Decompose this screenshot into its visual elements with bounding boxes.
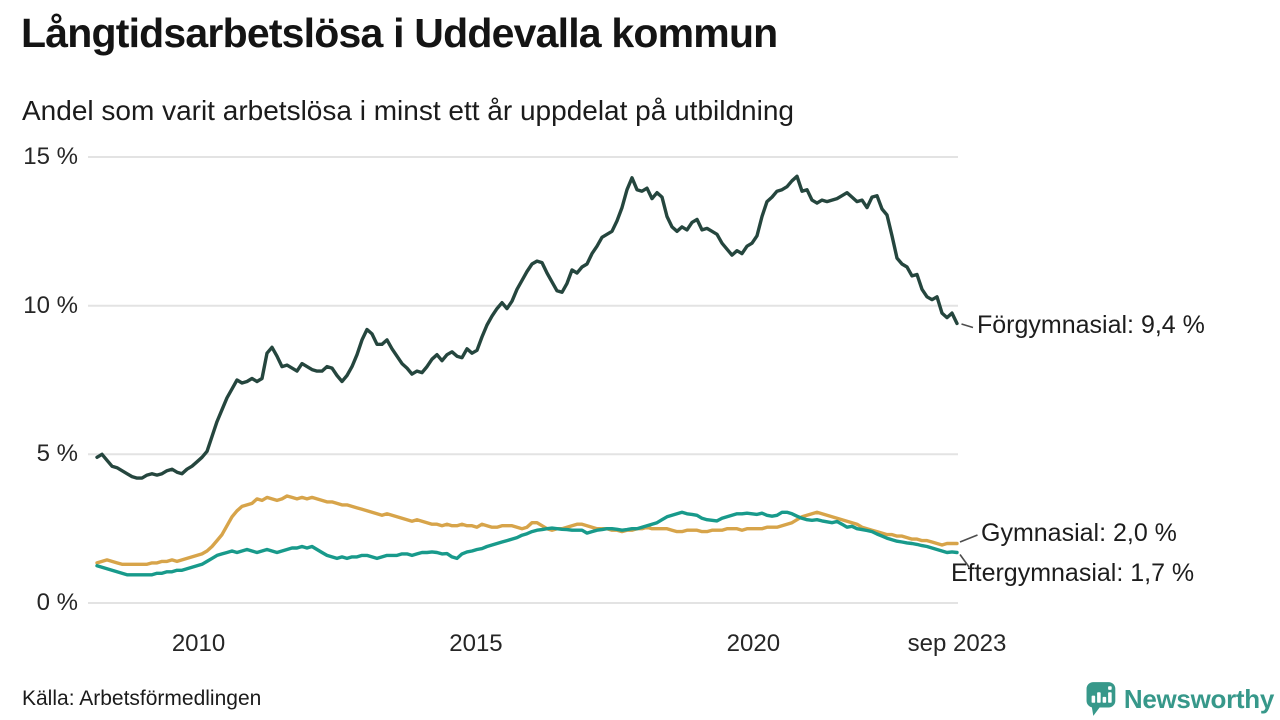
series-line-0 (95, 174, 959, 480)
y-tick-label: 5 % (36, 440, 78, 468)
label-connector-0 (961, 323, 974, 329)
series-label-eftergymnasial: Eftergymnasial: 1,7 % (951, 559, 1195, 587)
brand-logo: Newsworthy (1084, 678, 1274, 720)
series-label-forgymnasial: Förgymnasial: 9,4 % (977, 311, 1205, 339)
brand-name: Newsworthy (1123, 683, 1274, 714)
label-connector-2 (959, 554, 970, 568)
y-tick-label: 15 % (23, 143, 78, 170)
x-tick-label: 2015 (449, 630, 503, 657)
x-tick-label: sep 2023 (907, 630, 1007, 657)
page-title: Långtidsarbetslösa i Uddevalla kommun (21, 10, 778, 56)
y-tick-label: 0 % (36, 589, 78, 616)
bar-chart-speech-bubble-icon (1086, 682, 1116, 716)
x-tick-label: 2010 (171, 630, 226, 657)
label-connector-1 (959, 534, 978, 543)
source-note: Källa: Arbetsförmedlingen (22, 687, 262, 710)
series-line-1 (95, 494, 959, 566)
series-line-2 (95, 510, 959, 577)
page-subtitle: Andel som varit arbetslösa i minst ett å… (22, 95, 794, 126)
x-tick-label: 2020 (726, 630, 781, 657)
series-label-gymnasial: Gymnasial: 2,0 % (981, 519, 1177, 547)
y-tick-label: 10 % (23, 291, 78, 319)
